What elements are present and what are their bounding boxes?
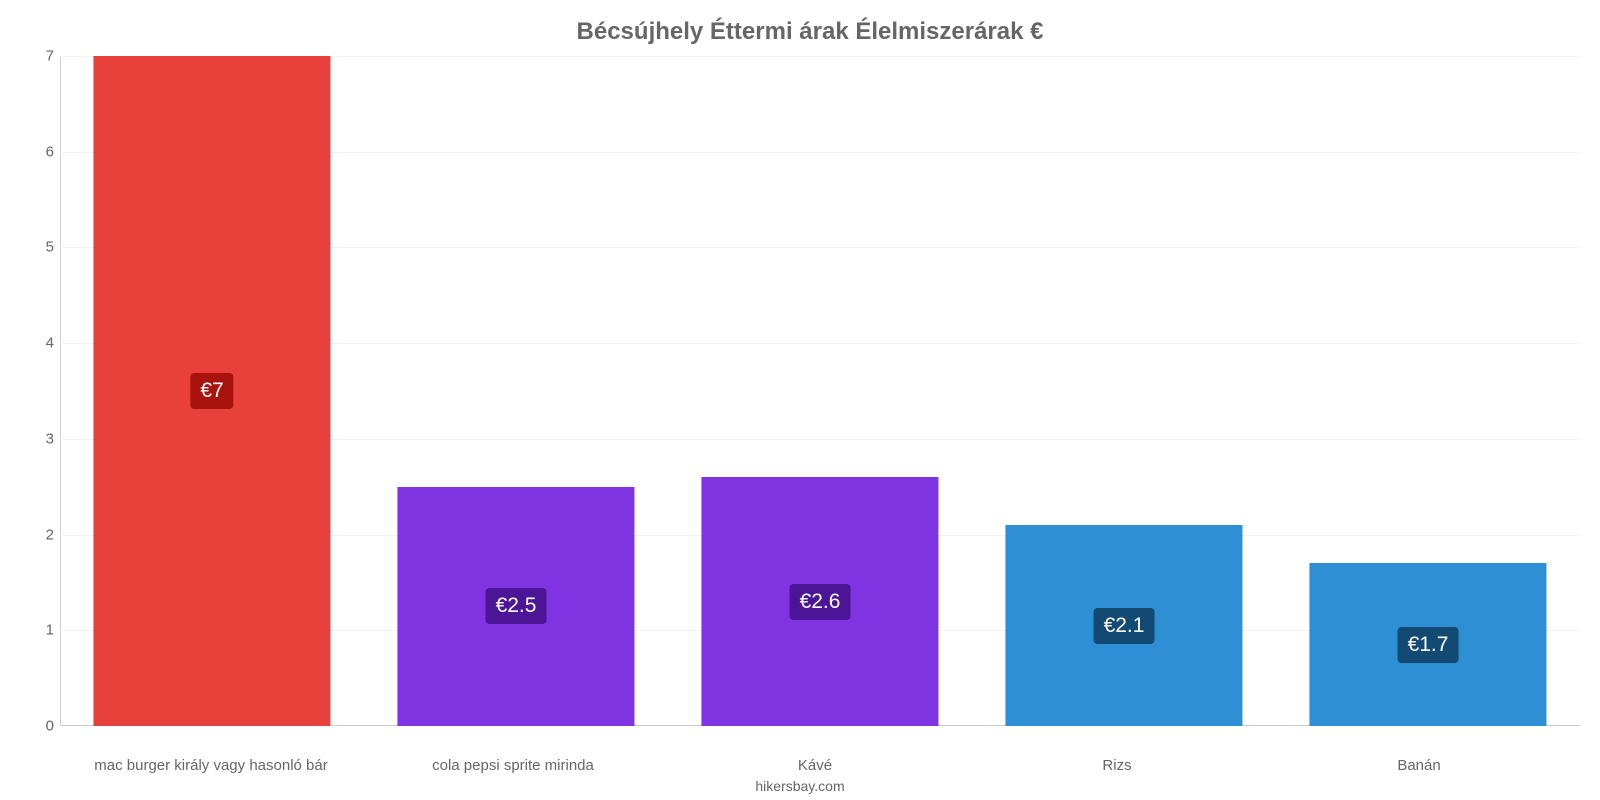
bar-slot: €7 — [60, 56, 364, 726]
bars-group: €7 €2.5 €2.6 €2.1 €1.7 — [60, 56, 1580, 726]
plot-area: 01234567 €7€2.5€2.6€2.1€1.7 — [60, 56, 1580, 726]
bar-value-label: €2.6 — [790, 584, 851, 620]
x-axis-label: mac burger király vagy hasonló bár — [60, 751, 362, 774]
bar-slot: €2.6 — [668, 56, 972, 726]
chart-container: Bécsújhely Éttermi árak Élelmiszerárak €… — [0, 0, 1600, 800]
bar-value-label: €1.7 — [1398, 627, 1459, 663]
credit-text: hikersbay.com — [0, 778, 1600, 794]
bar-value-label: €7 — [190, 373, 233, 409]
x-axis-label: Rizs — [966, 751, 1268, 774]
y-tick: 2 — [46, 526, 54, 543]
y-tick: 4 — [46, 335, 54, 352]
x-axis-label: cola pepsi sprite mirinda — [362, 751, 664, 774]
y-tick: 3 — [46, 430, 54, 447]
y-tick: 5 — [46, 239, 54, 256]
y-axis: 01234567 — [30, 56, 60, 726]
x-axis-label: Banán — [1268, 751, 1570, 774]
y-tick: 0 — [46, 718, 54, 735]
x-axis-label: Kávé — [664, 751, 966, 774]
y-tick: 1 — [46, 622, 54, 639]
chart-title: Bécsújhely Éttermi árak Élelmiszerárak € — [50, 10, 1570, 56]
y-tick: 6 — [46, 143, 54, 160]
x-axis-labels: mac burger király vagy hasonló bárcola p… — [60, 751, 1570, 774]
bar-slot: €2.1 — [972, 56, 1276, 726]
bar-slot: €2.5 — [364, 56, 668, 726]
bar-slot: €1.7 — [1276, 56, 1580, 726]
bar-value-label: €2.5 — [486, 588, 547, 624]
y-tick: 7 — [46, 48, 54, 65]
bar-value-label: €2.1 — [1094, 608, 1155, 644]
